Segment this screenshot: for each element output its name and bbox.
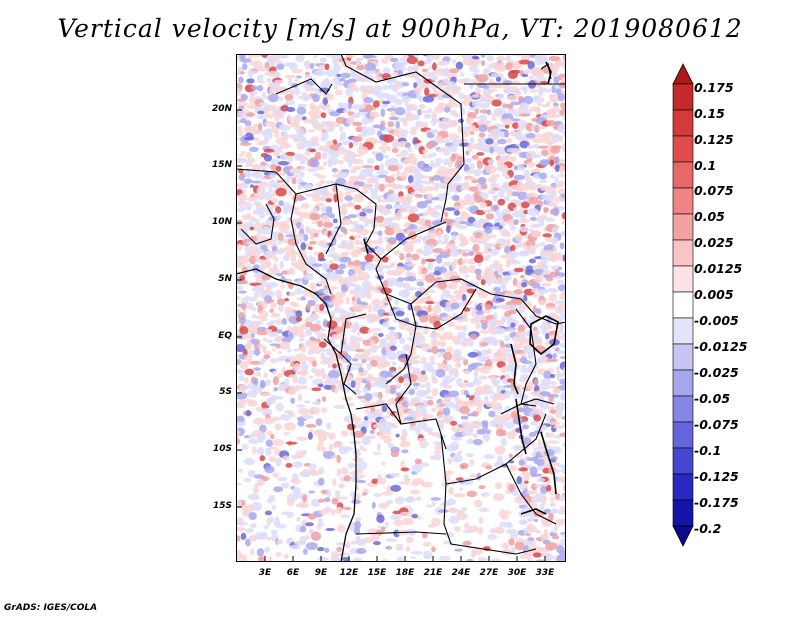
lon-label-6e: 6E xyxy=(286,568,300,578)
coastline xyxy=(236,268,357,562)
colorbar xyxy=(672,63,694,547)
colorbar-bottom-arrow xyxy=(672,525,694,547)
lat-label-eq: EQ xyxy=(218,331,232,341)
colorbar-label-16: -0.175 xyxy=(694,495,739,510)
colorbar-segment xyxy=(672,343,694,371)
lon-label-15e: 15E xyxy=(367,568,387,578)
colorbar-label-11: -0.025 xyxy=(694,365,739,380)
colorbar-label-1: 0.15 xyxy=(694,106,725,121)
colorbar-label-2: 0.125 xyxy=(694,132,734,147)
colorbar-segment xyxy=(672,161,694,189)
colorbar-label-6: 0.025 xyxy=(694,235,734,250)
colorbar-segment xyxy=(672,473,694,501)
colorbar-segment xyxy=(672,213,694,241)
lon-label-27e: 27E xyxy=(479,568,499,578)
colorbar-label-12: -0.05 xyxy=(694,391,731,406)
colorbar-top-arrow xyxy=(672,63,694,85)
lat-label-10n: 10N xyxy=(211,217,232,227)
colorbar-label-5: 0.05 xyxy=(694,209,725,224)
lon-label-12e: 12E xyxy=(339,568,359,578)
colorbar-segment xyxy=(672,109,694,137)
great-lakes xyxy=(363,61,559,515)
colorbar-label-9: -0.005 xyxy=(694,313,739,328)
lat-label-15n: 15N xyxy=(211,160,232,170)
colorbar-label-4: 0.075 xyxy=(694,183,734,198)
colorbar-segment xyxy=(672,291,694,319)
colorbar-label-14: -0.1 xyxy=(694,443,722,458)
velocity-field xyxy=(236,54,566,562)
axis-ticks xyxy=(236,109,546,562)
vertical-velocity-map xyxy=(236,54,566,562)
colorbar-label-7: 0.0125 xyxy=(694,261,743,276)
lon-label-9e: 9E xyxy=(314,568,328,578)
colorbar-segment xyxy=(672,369,694,397)
colorbar-segment xyxy=(672,447,694,475)
colorbar-segment xyxy=(672,317,694,345)
colorbar-label-13: -0.075 xyxy=(694,417,739,432)
colorbar-segment xyxy=(672,239,694,267)
lat-label-5n: 5N xyxy=(218,274,232,284)
lon-label-33e: 33E xyxy=(535,568,555,578)
colorbar-segment xyxy=(672,135,694,163)
colorbar-label-3: 0.1 xyxy=(694,158,717,173)
lat-label-20n: 20N xyxy=(211,104,232,114)
colorbar-segment xyxy=(672,421,694,449)
colorbar-segment xyxy=(672,395,694,423)
colorbar-label-17: -0.2 xyxy=(694,521,722,536)
map-title: Vertical velocity [m/s] at 900hPa, VT: 2… xyxy=(57,14,743,43)
lon-label-18e: 18E xyxy=(395,568,415,578)
colorbar-label-15: -0.125 xyxy=(694,469,739,484)
lon-label-3e: 3E xyxy=(258,568,272,578)
map-frame xyxy=(236,54,566,562)
colorbar-label-8: 0.005 xyxy=(694,287,734,302)
lon-label-30e: 30E xyxy=(507,568,527,578)
lon-label-24e: 24E xyxy=(451,568,471,578)
colorbar-segment xyxy=(672,265,694,293)
map-panel xyxy=(236,54,566,562)
lat-label-10s: 10S xyxy=(212,444,232,454)
colorbar-segment xyxy=(672,499,694,527)
country-borders xyxy=(236,54,566,555)
colorbar-segment xyxy=(672,83,694,111)
lon-label-21e: 21E xyxy=(423,568,443,578)
lat-label-15s: 15S xyxy=(212,501,232,511)
colorbar-label-0: 0.175 xyxy=(694,80,734,95)
grads-credit: GrADS: IGES/COLA xyxy=(4,603,98,613)
colorbar-segment xyxy=(672,187,694,215)
colorbar-label-10: -0.0125 xyxy=(694,339,748,354)
lat-label-5s: 5S xyxy=(219,387,232,397)
